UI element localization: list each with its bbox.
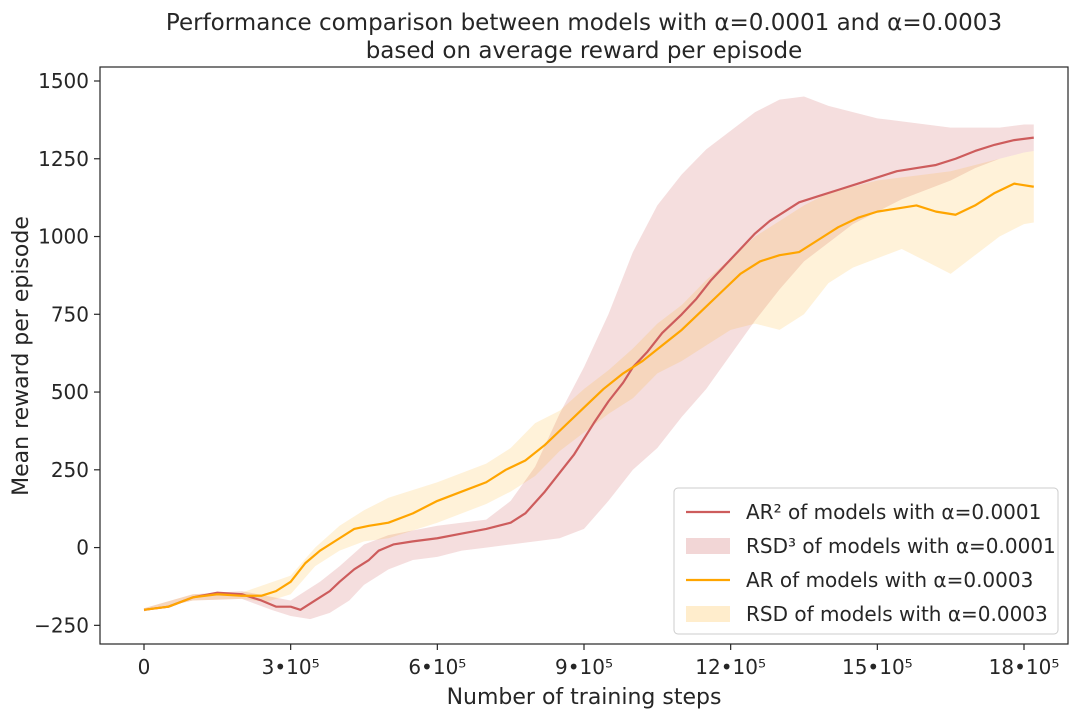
- chart-subtitle: based on average reward per episode: [366, 38, 803, 64]
- x-tick-label: 0: [138, 655, 151, 679]
- y-tick-label: 1000: [38, 225, 89, 249]
- x-axis: 0 3•10⁵ 6•10⁵ 9•10⁵ 12•10⁵ 15•10⁵ 18•10⁵: [138, 644, 1060, 679]
- line-series-2: [143, 182, 1034, 611]
- band-series-2: [144, 150, 1034, 612]
- legend-box: [673, 487, 1059, 635]
- y-axis-label: Mean reward per episode: [9, 216, 34, 496]
- y-tick-label: 500: [51, 380, 89, 404]
- x-tick-label: 6•10⁵: [408, 655, 466, 679]
- legend-label: RSD of models with α=0.0003: [746, 602, 1048, 626]
- band-series-1: [144, 96, 1034, 620]
- legend-swatch-rsd-of-models-with-0-0001: [686, 538, 730, 554]
- x-tick-label: 15•10⁵: [842, 655, 913, 679]
- x-tick-label: 9•10⁵: [555, 655, 613, 679]
- legend-label: AR² of models with α=0.0001: [746, 500, 1041, 524]
- y-tick-label: −250: [34, 613, 89, 637]
- x-tick-label: 3•10⁵: [262, 655, 320, 679]
- line-series-1: [143, 136, 1034, 611]
- y-tick-label: 1250: [38, 147, 89, 171]
- x-axis-label: Number of training steps: [447, 685, 722, 710]
- y-tick-label: 1500: [38, 69, 89, 93]
- x-tick-label: 18•10⁵: [989, 655, 1060, 679]
- y-tick-label: 0: [76, 536, 89, 560]
- y-tick-label: 750: [51, 302, 89, 326]
- legend: AR² of models with α=0.0001 RSD³ of model…: [673, 487, 1059, 635]
- x-tick-label: 12•10⁵: [695, 655, 766, 679]
- chart-title: Performance comparison between models wi…: [166, 10, 1002, 36]
- legend-swatch-rsd-of-models-with-0-0003: [686, 606, 730, 622]
- legend-label: RSD³ of models with α=0.0001: [746, 534, 1056, 558]
- y-tick-label: 250: [51, 458, 89, 482]
- legend-label: AR of models with α=0.0003: [746, 568, 1033, 592]
- y-axis: −250 0 250 500 750 1000 1250 1500: [34, 69, 100, 637]
